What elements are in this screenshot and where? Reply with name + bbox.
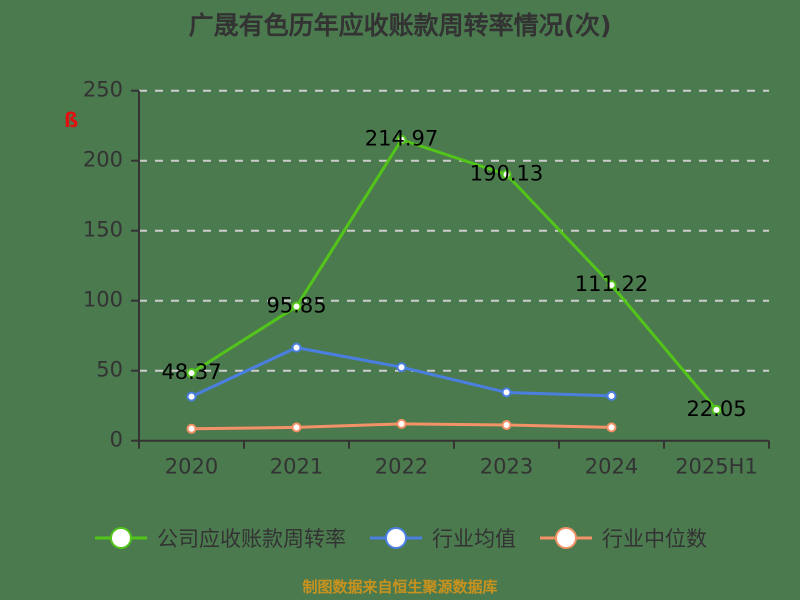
legend: 公司应收账款周转率 行业均值 行业中位数 bbox=[0, 520, 800, 556]
legend-item-industry-avg[interactable]: 行业均值 bbox=[368, 523, 516, 553]
y-tick-label: 200 bbox=[83, 148, 123, 172]
data-point[interactable] bbox=[396, 362, 407, 373]
y-tick-label: 50 bbox=[96, 358, 123, 382]
grid-lines bbox=[139, 89, 769, 372]
x-tick-label: 2024 bbox=[585, 455, 638, 479]
data-label: 214.97 bbox=[365, 127, 438, 151]
data-point[interactable] bbox=[186, 423, 197, 434]
data-label: 95.85 bbox=[266, 294, 326, 318]
data-point[interactable] bbox=[186, 367, 197, 378]
x-tick-label: 2023 bbox=[480, 455, 533, 479]
data-label: 111.22 bbox=[575, 272, 648, 296]
data-point[interactable] bbox=[501, 169, 512, 180]
axes: 0 50 100 150 200 250 2020 2021 2022 2023 2024 2025H… bbox=[83, 78, 770, 479]
x-tick-label: 2025H1 bbox=[675, 455, 758, 479]
y-tick-label: 0 bbox=[110, 428, 123, 452]
data-point[interactable] bbox=[291, 342, 302, 353]
data-point[interactable] bbox=[501, 420, 512, 431]
legend-label: 行业中位数 bbox=[602, 527, 707, 551]
data-point[interactable] bbox=[711, 404, 722, 415]
y-tick-label: 150 bbox=[83, 218, 123, 242]
data-label: 22.05 bbox=[686, 397, 746, 421]
data-point[interactable] bbox=[606, 279, 617, 290]
legend-label: 行业均值 bbox=[432, 527, 516, 551]
legend-marker-icon bbox=[95, 527, 147, 549]
legend-item-company[interactable]: 公司应收账款周转率 bbox=[93, 523, 346, 553]
data-point[interactable] bbox=[606, 422, 617, 433]
data-point[interactable] bbox=[291, 422, 302, 433]
x-tick-label: 2020 bbox=[165, 455, 218, 479]
source-footer: 制图数据来自恒生聚源数据库 bbox=[302, 578, 498, 596]
legend-marker-icon bbox=[370, 527, 422, 549]
series-line bbox=[190, 137, 718, 411]
data-point[interactable] bbox=[606, 390, 617, 401]
data-point[interactable] bbox=[396, 418, 407, 429]
data-label: 190.13 bbox=[470, 162, 543, 186]
y-tick-label: 100 bbox=[83, 288, 123, 312]
data-point[interactable] bbox=[186, 391, 197, 402]
data-label: 48.37 bbox=[161, 360, 221, 384]
legend-label: 公司应收账款周转率 bbox=[157, 527, 346, 551]
legend-marker-icon bbox=[540, 527, 592, 549]
x-tick-label: 2022 bbox=[375, 455, 428, 479]
data-point[interactable] bbox=[501, 387, 512, 398]
chart-title: 广晟有色历年应收账款周转率情况(次) bbox=[188, 11, 612, 40]
y-tick-label: 250 bbox=[83, 78, 123, 102]
data-point[interactable] bbox=[291, 301, 302, 312]
data-point[interactable] bbox=[396, 134, 407, 145]
x-tick-label: 2021 bbox=[270, 455, 323, 479]
data-labels: 48.37 95.85 214.97 190.13 111.22 22.05 bbox=[161, 127, 746, 421]
legend-item-industry-median[interactable]: 行业中位数 bbox=[538, 523, 707, 553]
watermark-mark: ß bbox=[64, 108, 79, 132]
series-lines bbox=[186, 134, 722, 434]
